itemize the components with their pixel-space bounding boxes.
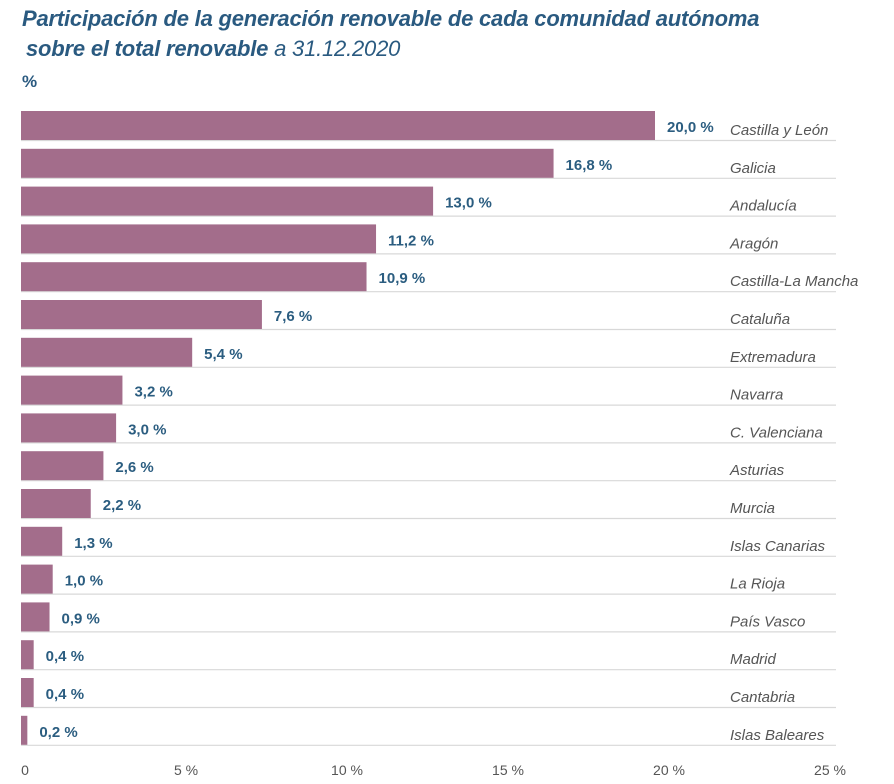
category-label: Aragón — [729, 235, 778, 252]
bar-6 — [21, 337, 193, 367]
category-label: Galicia — [730, 160, 776, 177]
category-label: Cataluña — [730, 311, 790, 328]
bar-5 — [21, 300, 262, 329]
x-tick-label: 25 % — [814, 762, 846, 778]
category-label: Murcia — [730, 500, 775, 517]
value-label: 2,6 % — [115, 459, 153, 476]
category-label: Asturias — [729, 462, 785, 479]
bar-1 — [21, 148, 554, 178]
bar-14 — [21, 640, 34, 670]
value-label: 1,3 % — [74, 535, 112, 552]
bar-2 — [21, 186, 434, 216]
bar-15 — [21, 678, 34, 707]
value-label: 13,0 % — [445, 195, 492, 212]
value-label: 0,4 % — [46, 686, 84, 703]
x-tick-label: 10 % — [331, 762, 363, 778]
unit-label: % — [22, 72, 38, 91]
bar-12 — [21, 564, 53, 594]
category-label: Cantabria — [730, 689, 795, 706]
value-label: 3,2 % — [134, 384, 172, 401]
bar-7 — [21, 375, 123, 405]
category-label: La Rioja — [730, 576, 785, 593]
value-label: 11,2 % — [388, 232, 434, 249]
x-tick-label: 5 % — [174, 762, 198, 778]
category-label: C. Valenciana — [730, 424, 823, 441]
chart-subtitle: sobre el total renovable a 31.12.2020 — [26, 36, 400, 62]
value-label: 1,0 % — [65, 573, 103, 590]
category-label: Andalucía — [729, 198, 797, 215]
bar-3 — [21, 224, 377, 254]
bar-10 — [21, 489, 91, 518]
value-label: 10,9 % — [379, 270, 426, 287]
value-label: 0,2 % — [39, 724, 77, 741]
bar-4 — [21, 262, 367, 292]
bar-11 — [21, 526, 63, 556]
bar-0 — [21, 111, 655, 140]
category-label: Islas Canarias — [730, 538, 826, 555]
value-label: 5,4 % — [204, 346, 242, 363]
value-label: 16,8 % — [566, 157, 613, 174]
category-label: Extremadura — [730, 349, 816, 366]
bar-9 — [21, 451, 104, 481]
chart-title: Participación de la generación renovable… — [22, 6, 760, 31]
subtitle-date: a 31.12.2020 — [274, 36, 401, 61]
value-label: 20,0 % — [667, 119, 714, 136]
value-label: 3,0 % — [128, 421, 166, 438]
category-label: Castilla-La Mancha — [730, 273, 858, 290]
value-label: 0,4 % — [46, 648, 84, 665]
category-label: Islas Baleares — [730, 727, 825, 744]
value-label: 0,9 % — [62, 610, 100, 627]
x-tick-label: 0 — [21, 762, 29, 778]
category-label: Castilla y León — [730, 122, 828, 139]
bar-8 — [21, 413, 117, 443]
category-label: País Vasco — [730, 613, 805, 630]
value-label: 7,6 % — [274, 308, 312, 325]
bar-13 — [21, 602, 50, 632]
value-label: 2,2 % — [103, 497, 141, 514]
x-tick-label: 15 % — [492, 762, 524, 778]
category-label: Madrid — [730, 651, 777, 668]
bar-16 — [21, 715, 28, 745]
subtitle-bold: sobre el total renovable — [26, 36, 269, 61]
x-tick-label: 20 % — [653, 762, 685, 778]
category-label: Navarra — [730, 387, 783, 404]
